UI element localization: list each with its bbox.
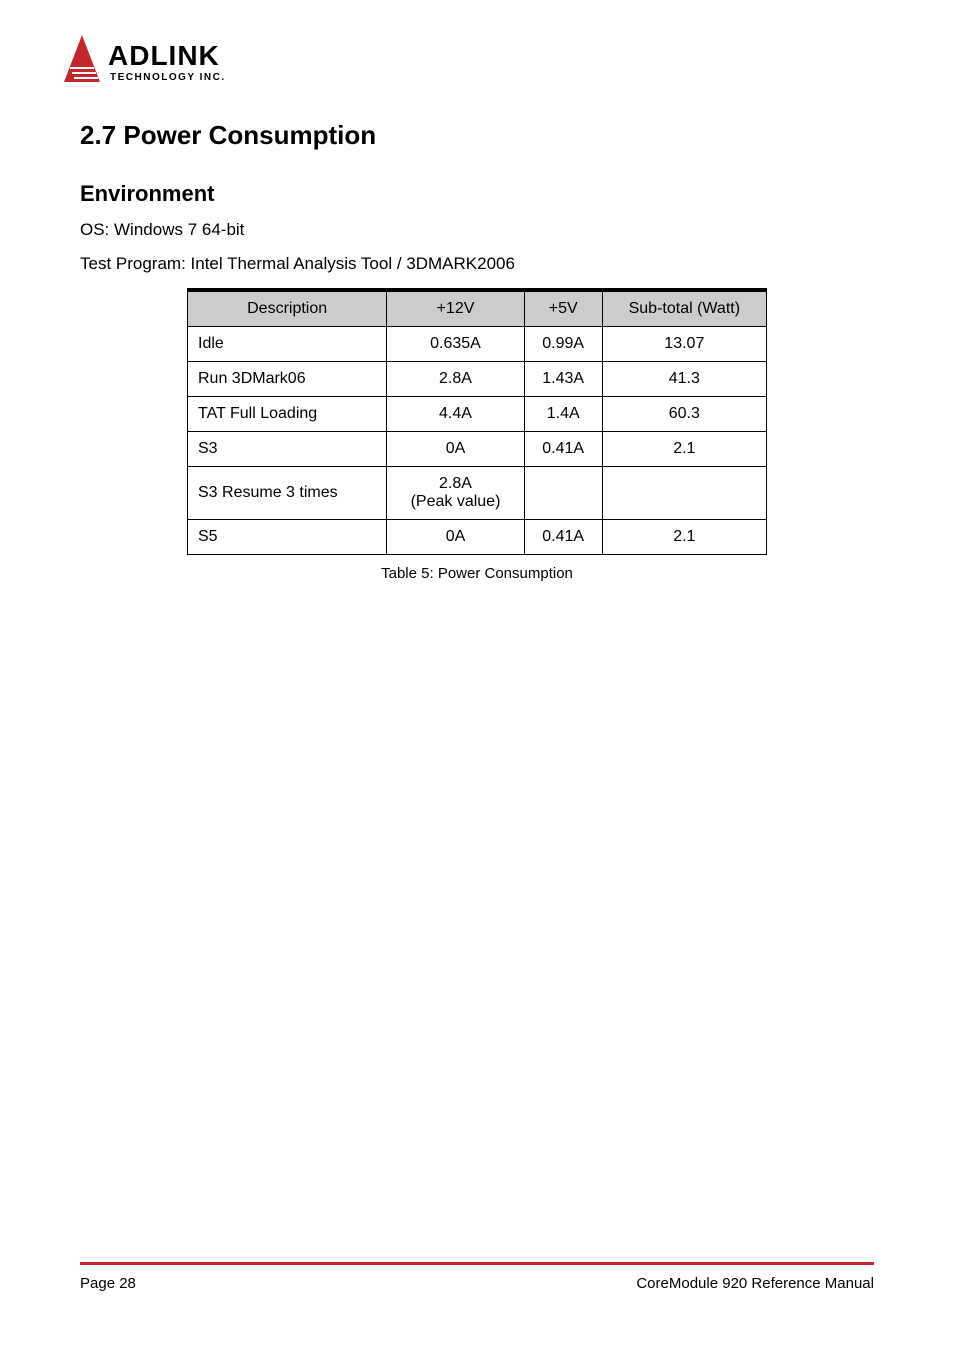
- col-subtotal: Sub-total (Watt): [602, 290, 766, 327]
- page-footer: Page 28 CoreModule 920 Reference Manual: [80, 1262, 874, 1292]
- page-number: Page 28: [80, 1275, 136, 1292]
- cell-12v: 2.8A: [387, 362, 524, 397]
- cell-desc: S5: [188, 520, 387, 555]
- cell-12v: 4.4A: [387, 397, 524, 432]
- logo-text-sub: TECHNOLOGY INC.: [110, 72, 226, 83]
- cell-12v: 0A: [387, 520, 524, 555]
- cell-desc: S3 Resume 3 times: [188, 467, 387, 520]
- col-description: Description: [188, 290, 387, 327]
- table-row: TAT Full Loading 4.4A 1.4A 60.3: [188, 397, 767, 432]
- environment-heading: Environment: [80, 181, 874, 207]
- table-caption: Table 5: Power Consumption: [80, 565, 874, 582]
- cell-12v: 0.635A: [387, 327, 524, 362]
- table-row: S3 Resume 3 times 2.8A (Peak value): [188, 467, 767, 520]
- cell-sub: 2.1: [602, 432, 766, 467]
- col-5v: +5V: [524, 290, 602, 327]
- table-header-row: Description +12V +5V Sub-total (Watt): [188, 290, 767, 327]
- table-row: Run 3DMark06 2.8A 1.43A 41.3: [188, 362, 767, 397]
- cell-12v: 0A: [387, 432, 524, 467]
- section-heading: 2.7 Power Consumption: [80, 120, 874, 151]
- footer-divider: [80, 1262, 874, 1265]
- cell-sub: 41.3: [602, 362, 766, 397]
- table-row: Idle 0.635A 0.99A 13.07: [188, 327, 767, 362]
- cell-desc: Idle: [188, 327, 387, 362]
- cell-5v: 0.41A: [524, 520, 602, 555]
- cell-5v: 0.41A: [524, 432, 602, 467]
- page-content: 2.7 Power Consumption Environment OS: Wi…: [80, 120, 874, 582]
- cell-5v: [524, 467, 602, 520]
- col-12v: +12V: [387, 290, 524, 327]
- cell-desc: S3: [188, 432, 387, 467]
- cell-sub: [602, 467, 766, 520]
- company-logo: ADLINK TECHNOLOGY INC.: [60, 30, 255, 90]
- cell-5v: 0.99A: [524, 327, 602, 362]
- table-row: S5 0A 0.41A 2.1: [188, 520, 767, 555]
- table-row: S3 0A 0.41A 2.1: [188, 432, 767, 467]
- logo-text-main: ADLINK: [108, 40, 220, 71]
- cell-sub: 2.1: [602, 520, 766, 555]
- cell-12v: 2.8A (Peak value): [387, 467, 524, 520]
- cell-desc: Run 3DMark06: [188, 362, 387, 397]
- manual-title: CoreModule 920 Reference Manual: [636, 1275, 874, 1292]
- cell-sub: 60.3: [602, 397, 766, 432]
- env-line-1: Test Program: Intel Thermal Analysis Too…: [80, 251, 874, 277]
- cell-5v: 1.4A: [524, 397, 602, 432]
- power-consumption-table: Description +12V +5V Sub-total (Watt) Id…: [187, 288, 767, 555]
- cell-sub: 13.07: [602, 327, 766, 362]
- env-line-0: OS: Windows 7 64-bit: [80, 217, 874, 243]
- cell-5v: 1.43A: [524, 362, 602, 397]
- cell-desc: TAT Full Loading: [188, 397, 387, 432]
